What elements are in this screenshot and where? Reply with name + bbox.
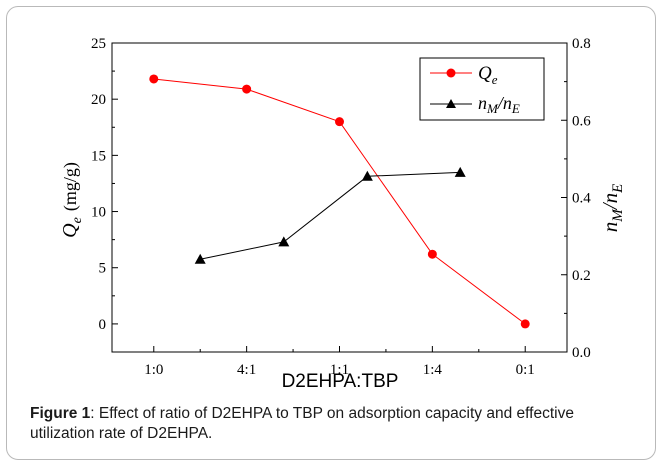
right-label-sub-e: E	[610, 184, 626, 194]
right-tick-label: 0.8	[572, 36, 591, 52]
right-label-n2: n	[598, 193, 622, 204]
right-label-n: n	[598, 222, 622, 233]
x-axis: 1:0 4:1 1:1 1:4 0:1	[144, 346, 535, 378]
svg-text:nM/nE: nM/nE	[598, 184, 626, 233]
chart: 0 5 10 15 20 25 0.0 0.2 0.4 0.6 0.8 1:0 4:1 1:1 1:4 0…	[59, 36, 626, 392]
right-tick-label: 0.2	[572, 268, 591, 284]
left-axis-label: Qe (mg/g)	[59, 162, 85, 238]
right-label-slash: /	[598, 201, 622, 210]
right-tick-label: 0.4	[572, 191, 591, 207]
qe-data-point	[520, 319, 530, 329]
x-tick-label: 1:0	[144, 362, 163, 378]
x-tick-label: 4:1	[237, 362, 256, 378]
qe-data-point	[149, 74, 159, 84]
x-tick-label: 1:1	[330, 362, 349, 378]
right-axis-label: nM/nE	[598, 184, 626, 233]
legend-marker-nm	[446, 99, 456, 108]
right-tick-label: 0.6	[572, 113, 591, 129]
qe-data-point	[335, 117, 344, 127]
series-layer	[149, 74, 530, 329]
nm-series-line	[200, 171, 461, 260]
legend-nm-n2: n	[503, 93, 512, 113]
x-tick-label: 0:1	[516, 362, 535, 378]
qe-data-point	[242, 84, 252, 94]
figure-frame	[6, 6, 656, 460]
legend-label-qe: Qe	[478, 63, 498, 87]
legend-nm-sub-e: E	[511, 101, 520, 116]
left-label-sub: e	[70, 217, 85, 223]
left-tick-label: 25	[91, 36, 106, 52]
legend-label-nm: nM/nE	[478, 93, 520, 116]
legend-box	[419, 57, 545, 121]
caption-label: Figure 1	[30, 405, 91, 422]
nm-data-point	[454, 166, 466, 177]
nm-data-point	[278, 236, 290, 247]
left-tick-label: 15	[91, 148, 106, 164]
legend-nm-sub-m: M	[486, 101, 499, 116]
nm-data-point	[361, 170, 373, 181]
left-tick-label: 0	[99, 317, 107, 333]
caption-text: : Effect of ratio of D2EHPA to TBP on ad…	[30, 405, 574, 442]
legend-nm-slash: /	[497, 93, 505, 113]
x-tick-label: 1:4	[423, 362, 443, 378]
left-label-q: Q	[59, 223, 81, 238]
legend-qe-sub: e	[492, 72, 498, 87]
x-axis-label: D2EHPA:TBP	[282, 371, 399, 392]
legend-marker-qe	[446, 68, 456, 78]
left-label-unit: (mg/g)	[60, 162, 81, 211]
right-axis: 0.0 0.2 0.4 0.6 0.8	[561, 36, 591, 361]
nm-data-point	[194, 253, 206, 264]
legend: Qe nM/nE	[419, 57, 545, 121]
right-tick-label: 0.0	[572, 345, 591, 361]
left-tick-label: 20	[91, 92, 106, 108]
left-tick-label: 5	[99, 261, 107, 277]
legend-qe-main: Q	[478, 63, 492, 84]
svg-text:Qe(mg/g): Qe (mg/g)	[59, 162, 85, 238]
right-label-sub-m: M	[610, 208, 626, 223]
figure-caption: Figure 1: Effect of ratio of D2EHPA to T…	[30, 404, 630, 444]
qe-data-point	[427, 249, 437, 259]
left-tick-label: 10	[91, 205, 106, 221]
legend-nm-n: n	[478, 93, 487, 113]
left-axis: 0 5 10 15 20 25	[91, 36, 118, 333]
